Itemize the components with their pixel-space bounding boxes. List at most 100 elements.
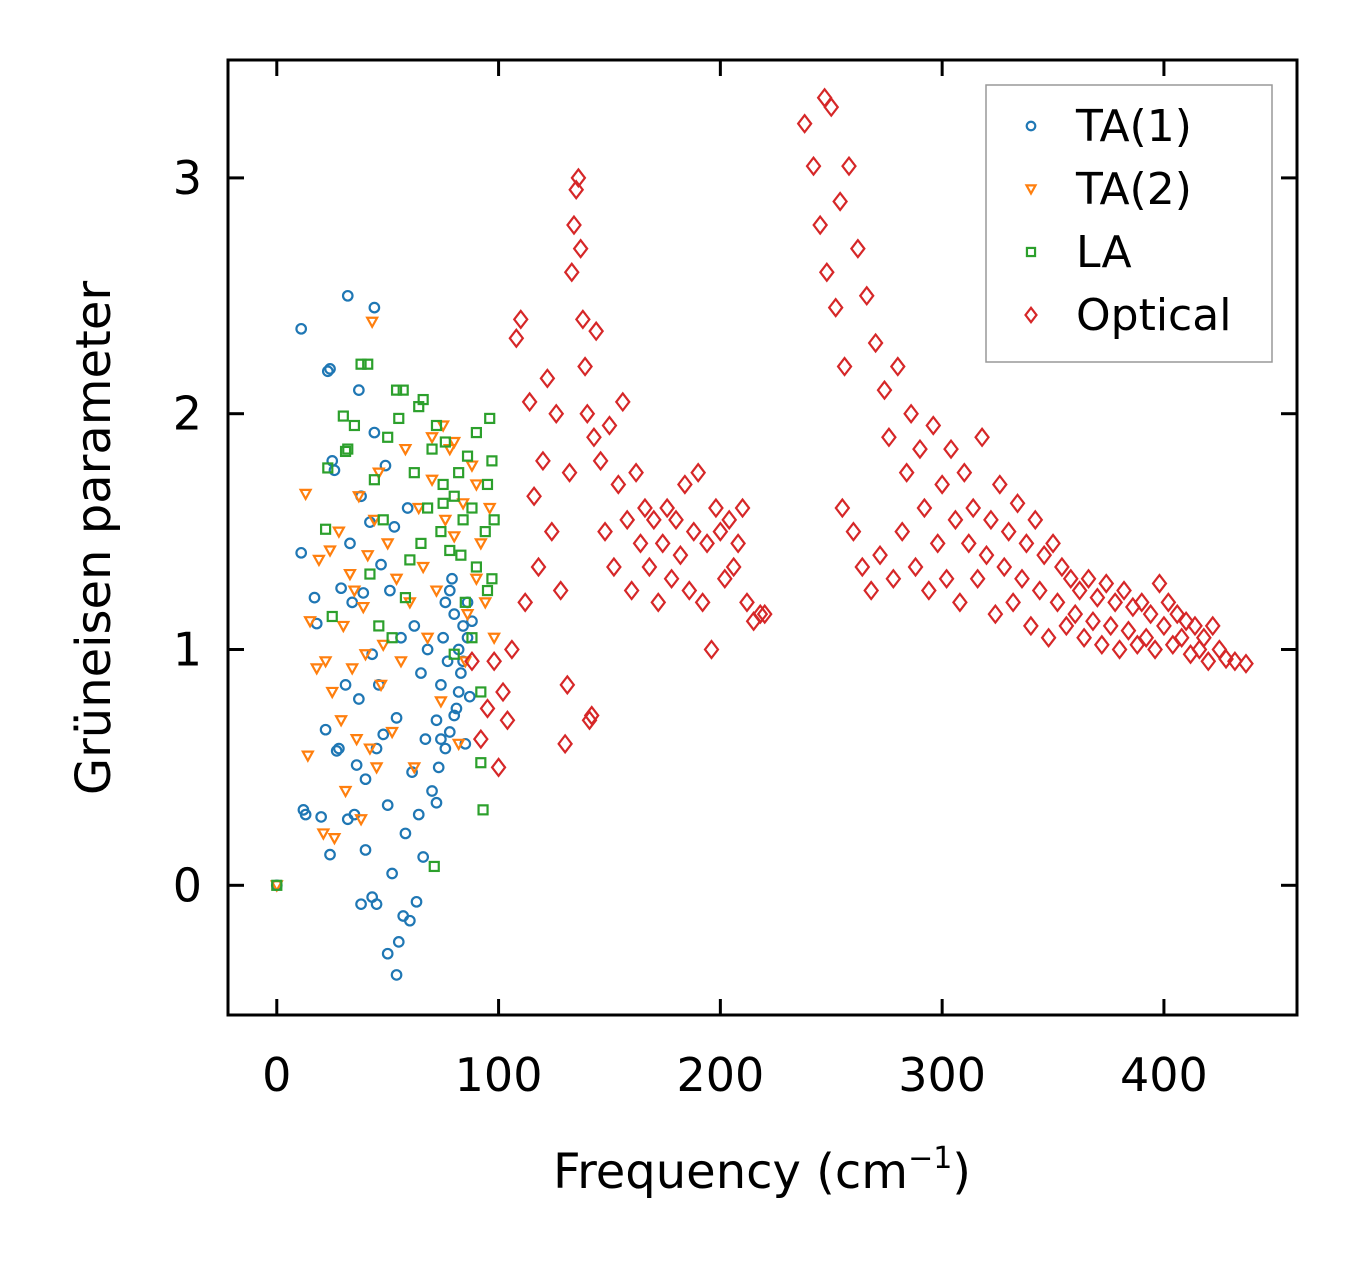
data-point: [415, 537, 427, 549]
data-point: [453, 467, 465, 479]
data-point: [816, 87, 833, 108]
data-point: [408, 467, 420, 479]
data-point: [344, 537, 356, 550]
data-point: [417, 851, 430, 863]
data-point: [539, 368, 556, 389]
x-tick-label: 100: [455, 1048, 543, 1102]
data-point: [588, 320, 605, 342]
data-point: [425, 432, 439, 445]
data-point: [475, 757, 487, 769]
data-point: [559, 674, 576, 696]
data-point: [353, 693, 365, 705]
data-point: [1009, 493, 1026, 514]
data-point: [1156, 615, 1172, 637]
series-la: [271, 358, 500, 891]
data-point: [394, 656, 408, 669]
data-point: [581, 709, 598, 731]
data-point: [823, 96, 840, 118]
data-point: [1133, 592, 1150, 613]
data-point: [956, 462, 973, 483]
data-point: [1014, 568, 1030, 590]
data-point: [422, 502, 434, 514]
data-point: [345, 663, 360, 676]
data-point: [987, 603, 1004, 625]
data-point: [416, 561, 431, 575]
data-point: [353, 384, 365, 396]
data-point: [898, 462, 915, 483]
data-point: [681, 580, 698, 601]
data-point: [459, 596, 471, 608]
data-point: [991, 474, 1008, 495]
data-point: [1116, 580, 1132, 601]
data-point: [566, 214, 582, 236]
data-point: [438, 514, 453, 528]
data-point: [563, 261, 580, 283]
data-point: [351, 491, 366, 504]
data-point: [324, 848, 336, 861]
data-point: [308, 591, 321, 604]
data-point: [712, 521, 729, 542]
legend-label: TA(1): [1075, 101, 1192, 152]
data-point: [1054, 556, 1070, 578]
data-point: [1098, 573, 1115, 594]
data-point: [1058, 615, 1075, 637]
data-point: [451, 738, 466, 752]
data-point: [333, 742, 345, 755]
data-point: [336, 620, 351, 634]
data-point: [379, 459, 392, 472]
data-point: [1022, 615, 1039, 637]
data-point: [472, 728, 489, 750]
data-point: [730, 533, 746, 554]
data-point: [466, 615, 478, 628]
data-point: [481, 478, 494, 491]
data-point: [460, 609, 475, 622]
data-point: [1142, 603, 1159, 625]
data-point: [441, 655, 454, 668]
data-point: [495, 681, 511, 703]
data-point: [334, 715, 348, 728]
data-point: [381, 799, 394, 811]
data-point: [319, 523, 332, 535]
data-point: [322, 462, 334, 474]
legend-marker: [1024, 184, 1038, 196]
data-point: [384, 584, 396, 597]
data-point: [1107, 592, 1124, 613]
data-point: [318, 656, 333, 669]
data-point: [1204, 615, 1221, 637]
data-point: [645, 509, 662, 531]
data-point: [561, 462, 578, 483]
data-point: [552, 580, 569, 601]
data-point: [386, 867, 398, 880]
data-point: [461, 450, 474, 462]
data-point: [486, 455, 498, 467]
data-point: [347, 585, 362, 598]
data-point: [685, 521, 702, 542]
data-point: [439, 596, 452, 609]
data-point: [517, 592, 534, 613]
series-ta-1: [270, 289, 478, 981]
data-point: [358, 649, 373, 662]
data-point: [916, 497, 933, 519]
data-point: [464, 651, 480, 672]
data-point: [470, 426, 482, 439]
data-point: [1120, 620, 1137, 641]
legend-marker: [1025, 246, 1037, 258]
data-point: [466, 502, 478, 514]
data-point: [447, 436, 462, 450]
data-point: [404, 554, 416, 566]
data-point: [417, 393, 429, 406]
data-point: [463, 690, 476, 703]
data-point: [390, 969, 403, 981]
data-point: [377, 514, 389, 526]
data-point: [355, 898, 367, 911]
data-point: [479, 698, 496, 719]
data-point: [368, 426, 381, 439]
data-point: [632, 533, 649, 554]
data-point: [319, 723, 332, 736]
data-point: [355, 358, 367, 370]
data-point: [390, 384, 403, 396]
data-point: [411, 502, 426, 516]
data-point: [978, 544, 995, 566]
legend-label: LA: [1076, 227, 1132, 278]
